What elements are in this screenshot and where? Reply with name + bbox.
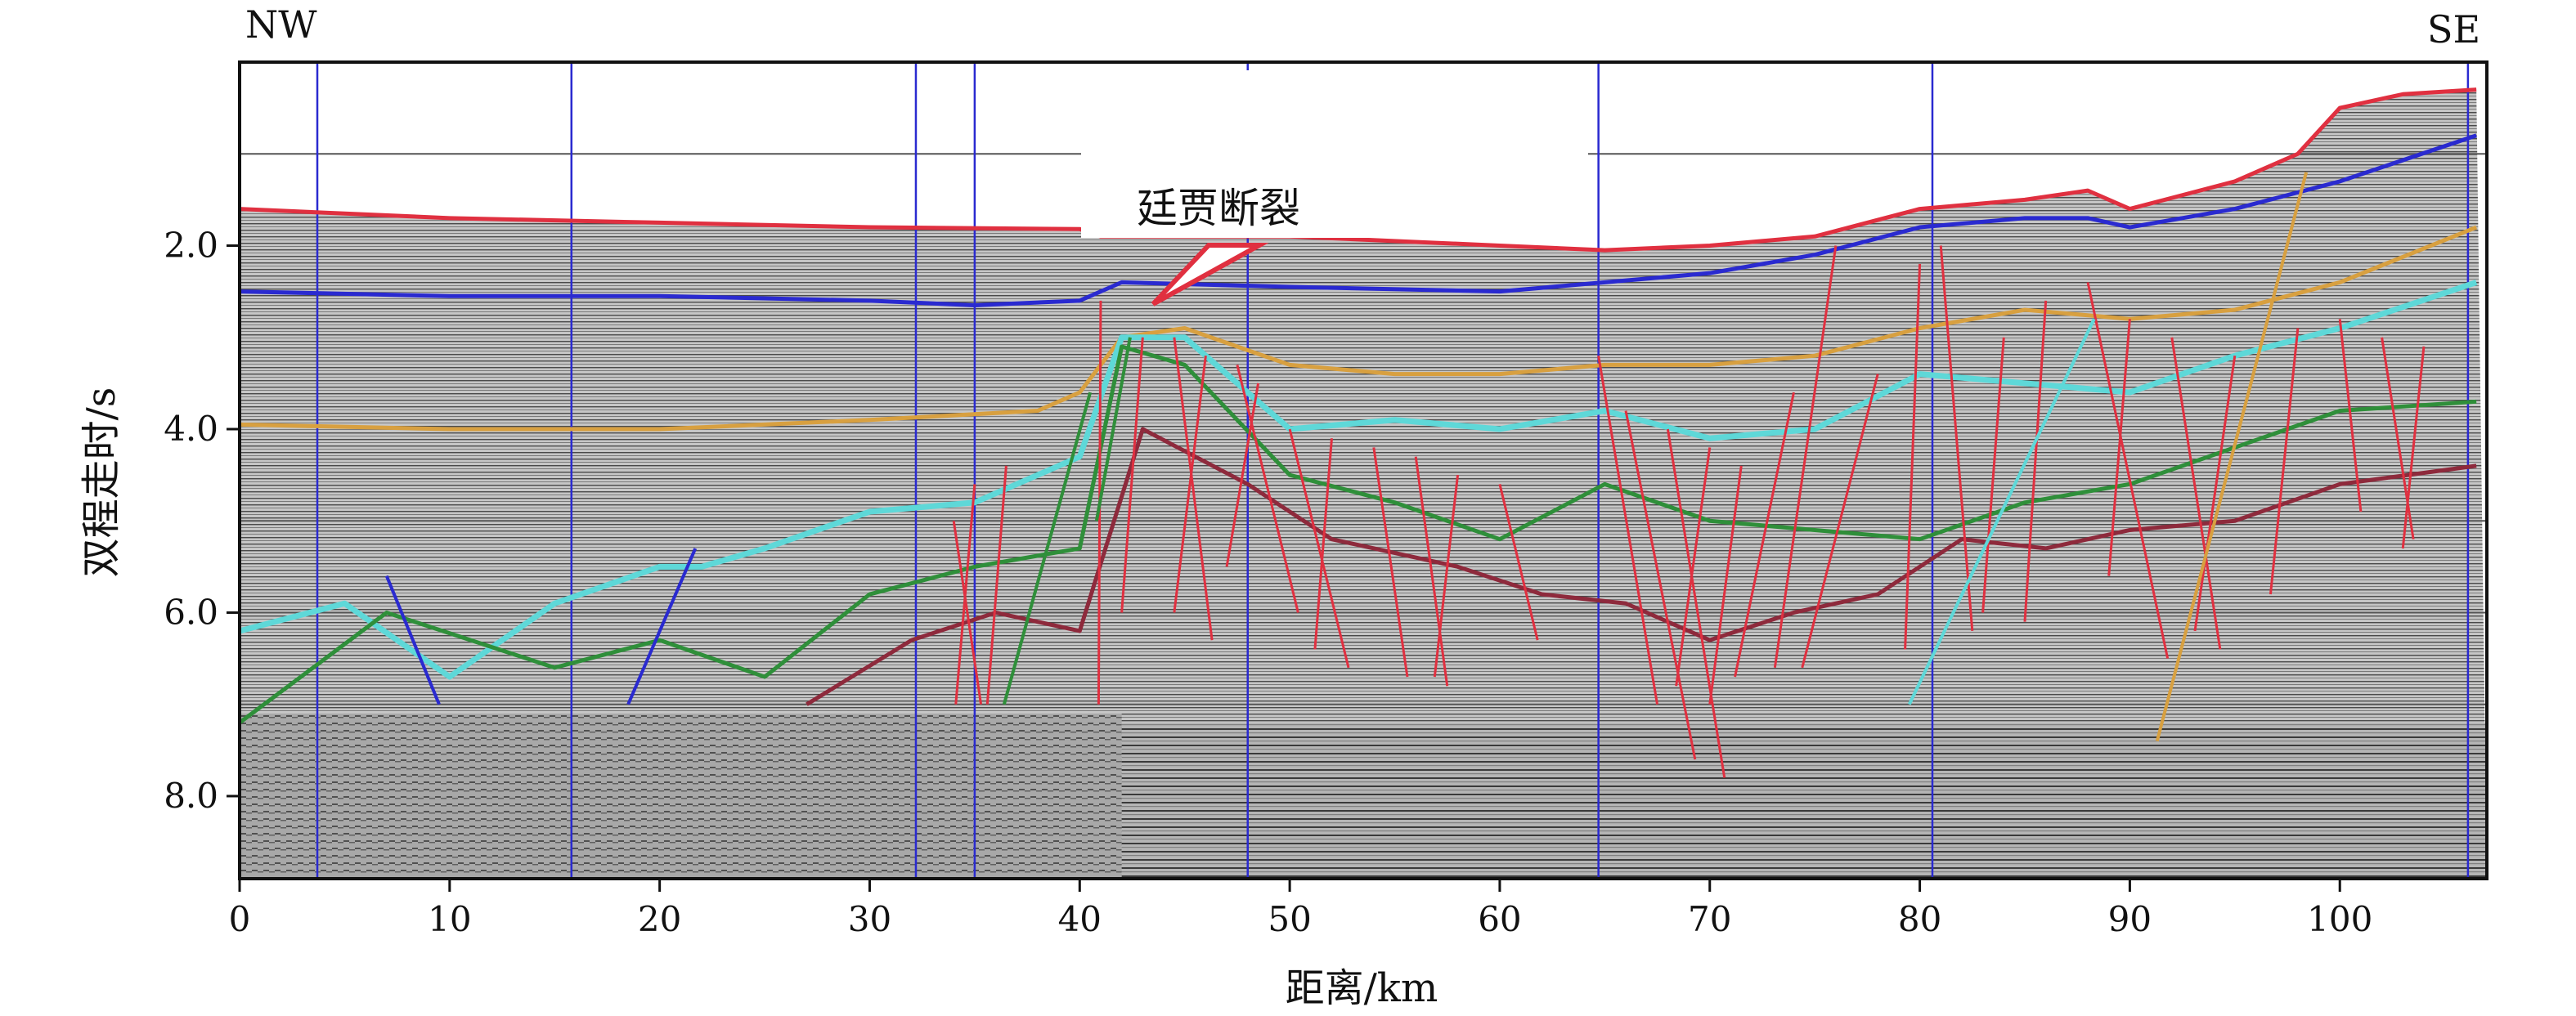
x-tick-label: 80 <box>1898 899 1941 939</box>
x-axis-title: 距离/km <box>1286 965 1438 1011</box>
x-tick-label: 100 <box>2307 899 2372 939</box>
interpreted-stroke-blue <box>626 548 698 705</box>
horizon-blue <box>240 133 2477 307</box>
fault-line <box>2269 328 2300 595</box>
y-tick-label: 8.0 <box>164 776 218 816</box>
fault-line <box>1372 447 1409 678</box>
fault-line <box>1433 474 1460 678</box>
fault-line <box>1801 374 1879 669</box>
callout-pointer <box>1151 243 1269 307</box>
y-tick-label: 2.0 <box>164 225 218 265</box>
x-tick-label: 50 <box>1268 899 1311 939</box>
horizon-red <box>240 87 2477 253</box>
interpreted-stroke-orange <box>2155 172 2309 742</box>
x-tick-label: 20 <box>638 899 681 939</box>
callout-background <box>1081 70 1588 238</box>
fault-line <box>1236 365 1299 613</box>
interpreted-stroke-green <box>1002 392 1093 705</box>
fault-line <box>1708 465 1743 705</box>
fault-line <box>1734 392 1795 678</box>
fault-line <box>1498 483 1539 641</box>
fault-line <box>1773 245 1838 669</box>
fault-line <box>1173 356 1207 613</box>
fault-line <box>952 521 983 705</box>
fault-line <box>1288 428 1350 669</box>
fault-line <box>2107 319 2131 576</box>
fault-line <box>1173 337 1214 641</box>
fault-line <box>2193 355 2237 632</box>
fault-line <box>2170 337 2222 650</box>
fault-line <box>1675 447 1712 687</box>
x-tick-label: 0 <box>229 899 251 939</box>
horizon-orange <box>240 225 2478 432</box>
horizon-darkred <box>806 427 2477 706</box>
fault-line <box>2023 300 2048 622</box>
deep-section-right <box>1121 723 2487 879</box>
x-tick-label: 70 <box>1688 899 1731 939</box>
fault-line <box>1624 410 1697 760</box>
horizon-green <box>240 344 2477 725</box>
corner-label-nw: NW <box>245 2 317 47</box>
fault-line <box>1120 337 1144 613</box>
y-tick-label: 4.0 <box>164 409 218 449</box>
x-tick-label: 10 <box>428 899 471 939</box>
fault-line <box>1939 245 1974 632</box>
interpreted-stroke-blue <box>384 575 441 705</box>
horizon-cyan <box>240 280 2478 680</box>
x-tick-label: 90 <box>2108 899 2152 939</box>
fault-line <box>1904 263 1922 650</box>
fault-line <box>1666 428 1726 778</box>
fault-line <box>2086 282 2170 659</box>
interpreted-stroke-green <box>1094 337 1132 521</box>
y-axis-title: 双程走时/s <box>79 387 124 578</box>
fault-line <box>1225 383 1260 567</box>
y-tick-label: 6.0 <box>164 592 218 632</box>
fault-line <box>1313 438 1333 650</box>
x-tick-label: 40 <box>1058 899 1102 939</box>
fault-line <box>2338 319 2363 512</box>
fault-annotation: 廷贾断裂 <box>1137 185 1300 232</box>
fault-line <box>1981 337 2005 613</box>
plot-border <box>238 60 2488 880</box>
x-tick-label: 30 <box>848 899 891 939</box>
corner-label-se: SE <box>2427 7 2480 51</box>
deep-section-left <box>240 713 1122 879</box>
fault-line <box>985 465 1008 705</box>
x-tick-label: 60 <box>1478 899 1521 939</box>
fault-line <box>1414 456 1449 687</box>
fault-line <box>954 484 976 705</box>
seismic-section-area <box>240 89 2487 879</box>
x-axis: 0 10 20 30 40 50 60 70 80 90 100 <box>229 879 2372 939</box>
fault-line <box>1597 355 1659 705</box>
fault-line <box>2401 346 2426 549</box>
y-axis: 2.0 4.0 6.0 8.0 <box>164 225 240 816</box>
interpreted-stroke-cyan <box>1907 318 2096 705</box>
